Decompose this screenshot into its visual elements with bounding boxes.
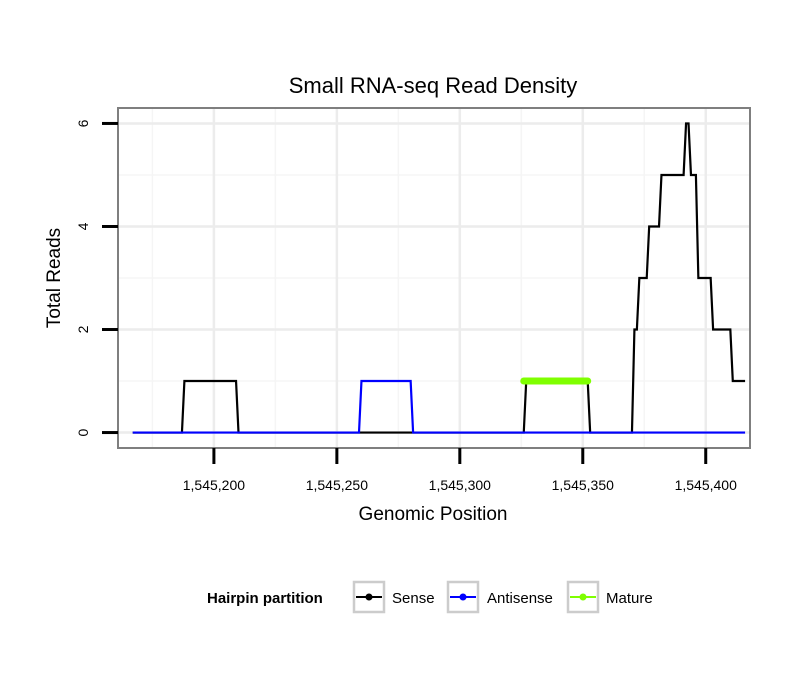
series-line-antisense xyxy=(132,379,746,434)
legend-item-antisense: Antisense xyxy=(446,580,553,614)
x-tick-label: 1,545,300 xyxy=(429,477,491,493)
plot-border xyxy=(117,107,751,449)
y-tick-label: 6 xyxy=(75,119,91,127)
legend-label-mature: Mature xyxy=(606,590,653,607)
chart-title: Small RNA-seq Read Density xyxy=(289,73,578,98)
y-axis-title: Total Reads xyxy=(44,228,65,328)
x-tick-label: 1,545,350 xyxy=(552,477,614,493)
legend-title: Hairpin partition xyxy=(207,590,323,607)
legend-key-point xyxy=(459,593,467,601)
x-axis-title: Genomic Position xyxy=(359,504,508,525)
x-tick-label: 1,545,200 xyxy=(183,477,245,493)
plot-panel xyxy=(117,107,751,449)
y-axis: 0 2 4 6 xyxy=(75,119,118,436)
x-axis: 1,545,200 1,545,250 1,545,300 1,545,350 1,54… xyxy=(183,448,737,493)
y-tick-label: 0 xyxy=(75,428,91,436)
legend-label-antisense: Antisense xyxy=(487,590,553,607)
x-tick-label: 1,545,400 xyxy=(675,477,737,493)
legend-item-mature: Mature xyxy=(566,580,653,614)
x-tick-label: 1,545,250 xyxy=(306,477,368,493)
legend-key-point xyxy=(365,593,373,601)
legend: Hairpin partition Sense Antisense Mature xyxy=(207,580,653,614)
legend-label-sense: Sense xyxy=(392,590,435,607)
y-tick-label: 2 xyxy=(75,325,91,333)
series-layer xyxy=(132,122,746,434)
legend-key-point xyxy=(579,593,587,601)
y-tick-label: 4 xyxy=(75,222,91,230)
legend-item-sense: Sense xyxy=(352,580,435,614)
